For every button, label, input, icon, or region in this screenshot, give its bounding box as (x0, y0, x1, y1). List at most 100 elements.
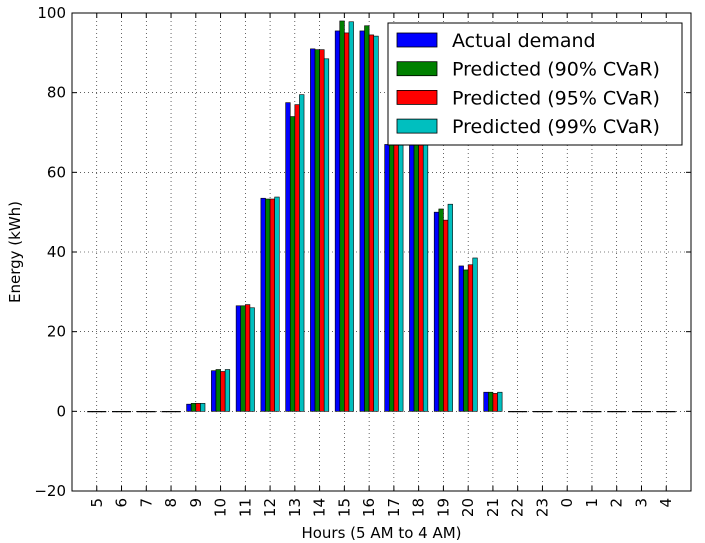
legend-swatch (396, 90, 438, 105)
bar (260, 197, 266, 412)
bar (596, 411, 602, 413)
x-tick-label: 16 (360, 498, 378, 517)
bar (323, 58, 330, 412)
bar (616, 411, 622, 413)
bar (636, 411, 642, 413)
x-tick-label: 2 (608, 498, 626, 508)
bar (310, 48, 316, 412)
y-axis-label: Energy (kWh) (6, 201, 24, 303)
bar (215, 369, 221, 412)
bar (265, 198, 271, 412)
bar (384, 144, 390, 412)
bar (141, 411, 147, 413)
x-tick-label: 9 (187, 498, 205, 508)
bar (517, 411, 523, 413)
bar (512, 411, 518, 413)
bar (557, 411, 563, 413)
y-tick-label: 0 (56, 402, 66, 420)
bar (87, 411, 93, 413)
bar (136, 411, 142, 413)
x-axis-label: Hours (5 AM to 4 AM) (301, 524, 461, 542)
bar (220, 371, 226, 412)
x-tick-label: 11 (236, 498, 254, 517)
x-tick-label: 12 (261, 498, 279, 517)
bar (582, 411, 588, 413)
bar (388, 144, 395, 412)
bar (294, 104, 300, 412)
legend-swatch (396, 61, 438, 77)
x-tick-label: 22 (509, 498, 527, 517)
y-tick-label: 60 (47, 163, 66, 181)
bar (91, 411, 98, 413)
bar (373, 35, 379, 412)
bar (562, 411, 568, 413)
bar (521, 411, 528, 413)
bar (546, 411, 552, 413)
bar (249, 307, 255, 412)
x-tick-label: 6 (113, 498, 131, 508)
bar (211, 370, 217, 412)
bar (161, 411, 167, 413)
bar (661, 411, 667, 413)
bar (656, 411, 662, 413)
bar (438, 208, 444, 412)
bar (245, 304, 251, 412)
bar (145, 411, 152, 413)
bar (631, 411, 638, 413)
bar (269, 198, 275, 412)
bar (101, 411, 107, 413)
legend: Actual demand Predicted (90% CVaR) Predict… (387, 22, 683, 146)
bar (433, 211, 440, 412)
bar (224, 369, 231, 412)
y-tick-label: −20 (34, 482, 66, 500)
bar (339, 20, 345, 412)
y-tick-label: 40 (47, 243, 66, 261)
x-tick-label: 3 (632, 498, 650, 508)
bar (492, 393, 498, 412)
x-tick-label: 20 (459, 498, 477, 517)
bar (398, 144, 404, 412)
bar (587, 411, 593, 413)
bar (611, 411, 618, 413)
x-tick-label: 13 (286, 498, 304, 517)
bar (190, 403, 197, 412)
bar (150, 411, 156, 413)
bar (472, 257, 478, 412)
bar (458, 265, 464, 412)
bar (285, 102, 291, 412)
bar (368, 34, 375, 412)
bar (240, 305, 246, 412)
bar (344, 32, 350, 412)
bar (566, 411, 573, 413)
bar (422, 144, 429, 412)
bar (542, 411, 548, 413)
x-tick-label: 14 (311, 498, 329, 517)
bar (121, 411, 127, 413)
bar (670, 411, 676, 413)
bar (319, 49, 325, 412)
bar (166, 411, 172, 413)
bar (274, 196, 280, 412)
x-tick-label: 8 (162, 498, 180, 508)
legend-swatch (396, 32, 438, 48)
x-tick-label: 1 (583, 498, 601, 508)
bar (289, 116, 296, 412)
bar (443, 219, 449, 412)
bar (200, 403, 206, 412)
x-tick-label: 4 (657, 498, 675, 508)
bar (116, 411, 122, 413)
x-tick-label: 23 (533, 498, 551, 517)
bar (418, 144, 424, 412)
bar (571, 411, 577, 413)
bar (645, 411, 651, 413)
x-tick-label: 10 (212, 498, 230, 517)
legend-label: Predicted (95% CVaR) (452, 87, 660, 109)
x-tick-label: 18 (410, 498, 428, 517)
bar (463, 269, 469, 412)
bar (96, 411, 102, 413)
bar (175, 411, 181, 413)
x-tick-label: 0 (558, 498, 576, 508)
x-tick-label: 5 (88, 498, 106, 508)
x-tick-label: 7 (137, 498, 155, 508)
